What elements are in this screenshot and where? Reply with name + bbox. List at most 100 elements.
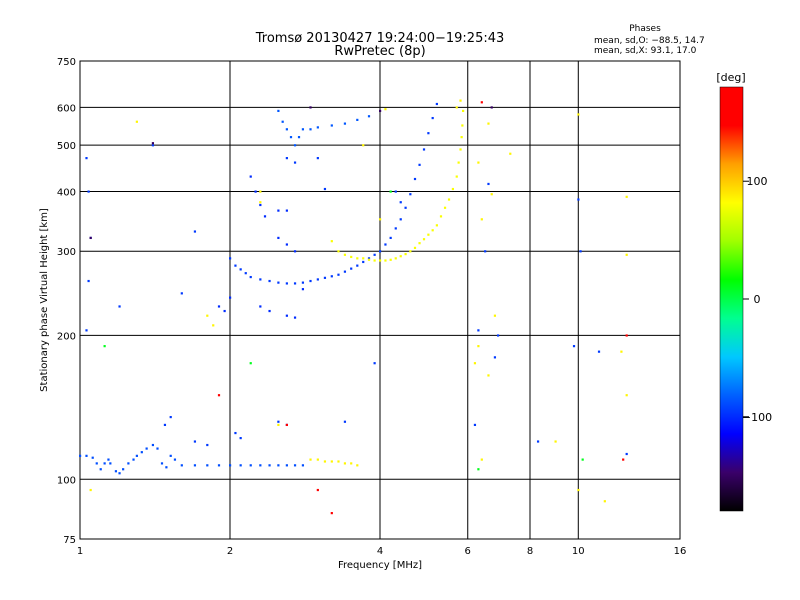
data-point — [367, 258, 371, 261]
data-point — [418, 163, 421, 166]
data-point — [554, 440, 557, 443]
data-point — [309, 458, 312, 461]
data-point — [379, 218, 382, 221]
data-point — [356, 257, 359, 260]
data-point — [169, 415, 172, 419]
data-point — [343, 270, 347, 273]
colorbar-tick-label: −100 — [742, 411, 772, 424]
data-point — [285, 314, 288, 317]
data-point — [455, 175, 458, 178]
data-point — [577, 198, 580, 201]
data-point — [85, 157, 88, 160]
data-point — [285, 464, 288, 467]
data-point — [293, 250, 297, 253]
data-point — [163, 423, 167, 427]
data-point — [477, 161, 480, 164]
data-point — [379, 250, 382, 253]
data-point — [459, 99, 462, 102]
data-point — [259, 278, 262, 281]
x-tick-label: 8 — [527, 546, 533, 557]
y-tick-label: 500 — [57, 141, 76, 152]
data-point — [581, 458, 584, 461]
data-point — [135, 120, 138, 123]
x-tick-label: 10 — [572, 546, 585, 557]
data-point — [625, 334, 628, 337]
data-point — [330, 460, 333, 463]
data-point — [254, 190, 257, 193]
data-point — [413, 177, 417, 181]
data-point — [490, 106, 493, 109]
data-point — [206, 443, 209, 447]
data-point — [234, 264, 237, 267]
data-point — [285, 243, 288, 246]
data-points — [79, 99, 628, 515]
data-point — [490, 193, 493, 196]
data-point — [477, 329, 480, 332]
data-point — [140, 451, 143, 454]
data-point — [193, 464, 197, 467]
data-point — [484, 250, 487, 253]
data-point — [477, 345, 480, 348]
data-point — [487, 374, 490, 377]
x-axis-label: Frequency [MHz] — [338, 560, 422, 571]
data-point — [259, 190, 262, 193]
data-point — [156, 447, 159, 450]
data-point — [404, 206, 407, 209]
data-point — [277, 236, 280, 240]
colorbar-tick-label: 100 — [747, 175, 768, 188]
data-point — [132, 458, 135, 461]
data-point — [343, 420, 347, 423]
data-point — [457, 161, 460, 164]
data-point — [572, 345, 576, 348]
data-point — [91, 456, 94, 459]
y-axis-label: Stationary phase Virtual Height [km] — [39, 208, 50, 392]
data-point — [301, 288, 305, 291]
data-point — [301, 464, 305, 467]
data-point — [384, 243, 387, 246]
data-point — [263, 215, 267, 218]
data-point — [477, 468, 480, 471]
data-point — [435, 102, 438, 106]
data-point — [622, 458, 625, 461]
data-point — [323, 460, 327, 463]
data-point — [577, 113, 580, 116]
data-point — [356, 264, 359, 267]
data-point — [379, 259, 382, 262]
chart-subtitle: RwPretec (8p) — [334, 44, 425, 59]
data-point — [259, 203, 262, 207]
data-point — [330, 275, 333, 278]
data-point — [330, 240, 333, 243]
phases-heading: Phases — [629, 24, 661, 34]
data-point — [337, 460, 340, 463]
data-point — [259, 201, 262, 204]
data-point — [281, 120, 284, 123]
data-point — [151, 144, 155, 147]
data-point — [389, 236, 392, 240]
data-point — [151, 142, 155, 145]
data-point — [496, 334, 500, 337]
x-tick-label: 6 — [465, 546, 471, 557]
data-point — [193, 230, 197, 233]
data-point — [597, 350, 601, 353]
y-tick-label: 100 — [57, 475, 76, 486]
data-point — [443, 206, 447, 209]
data-point — [114, 470, 118, 473]
data-point — [285, 157, 288, 160]
data-point — [135, 454, 138, 457]
data-point — [480, 218, 483, 221]
data-point — [316, 126, 319, 129]
data-point — [289, 136, 293, 139]
data-point — [394, 190, 397, 193]
data-point — [87, 190, 90, 193]
data-point — [487, 182, 490, 186]
data-point — [301, 281, 305, 284]
data-point — [293, 144, 297, 147]
data-point — [173, 458, 177, 461]
data-point — [118, 305, 121, 308]
data-point — [239, 464, 242, 467]
data-point — [487, 122, 490, 125]
data-point — [239, 436, 242, 440]
data-point — [373, 362, 376, 365]
data-point — [439, 215, 443, 218]
